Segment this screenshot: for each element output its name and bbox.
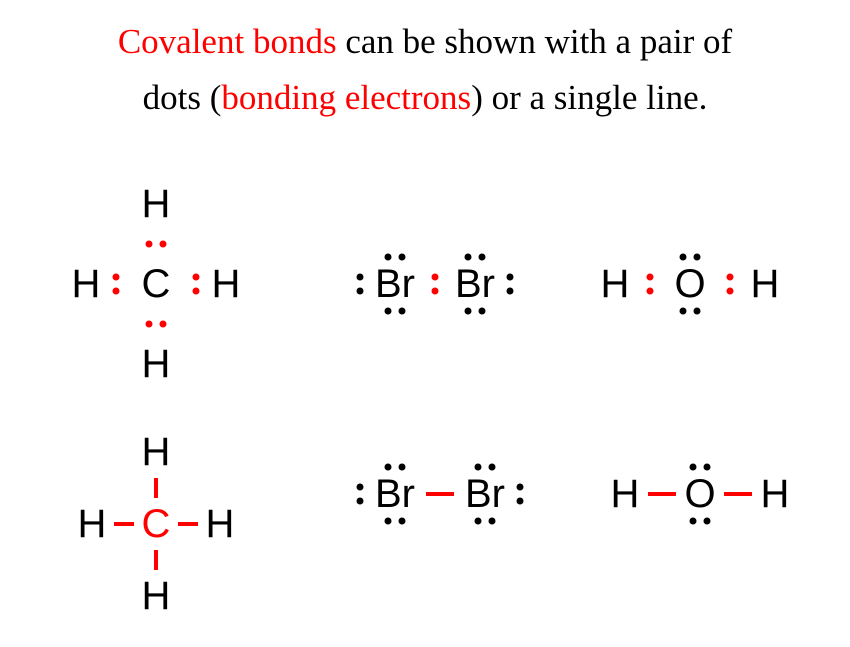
electron-dot	[507, 274, 514, 281]
title-seg-4: bonding electrons	[221, 78, 471, 117]
electron-dot	[727, 274, 734, 281]
electron-dot	[489, 518, 496, 525]
electron-dot	[357, 288, 364, 295]
electron-dot	[680, 308, 687, 315]
electron-dot	[357, 498, 364, 505]
bond-line	[178, 522, 198, 526]
bond-line	[154, 478, 158, 498]
electron-dot	[160, 241, 167, 248]
atom-label: Br	[375, 264, 415, 304]
electron-dot	[489, 464, 496, 471]
electron-dot	[146, 241, 153, 248]
electron-dot	[385, 254, 392, 261]
atom-label: H	[751, 264, 780, 304]
bond-line	[724, 492, 752, 496]
electron-dot	[399, 254, 406, 261]
electron-dot	[694, 254, 701, 261]
atom-label: Br	[375, 474, 415, 514]
atom-label: H	[601, 264, 630, 304]
electron-dot	[113, 288, 120, 295]
electron-dot	[160, 321, 167, 328]
bond-line	[426, 492, 454, 496]
atom-label: H	[212, 264, 241, 304]
electron-dot	[475, 518, 482, 525]
electron-dot	[475, 464, 482, 471]
bond-line	[648, 492, 676, 496]
electron-dot	[680, 254, 687, 261]
electron-dot	[432, 274, 439, 281]
electron-dot	[432, 288, 439, 295]
electron-dot	[385, 518, 392, 525]
title-seg-3: dots (	[143, 78, 222, 117]
electron-dot	[357, 484, 364, 491]
atom-label: C	[142, 264, 171, 304]
bond-line	[154, 550, 158, 570]
electron-dot	[690, 518, 697, 525]
atom-label: H	[142, 344, 171, 384]
electron-dot	[399, 308, 406, 315]
electron-dot	[647, 288, 654, 295]
electron-dot	[465, 254, 472, 261]
atom-label: H	[206, 504, 235, 544]
electron-dot	[113, 274, 120, 281]
electron-dot	[193, 288, 200, 295]
atom-label: Br	[455, 264, 495, 304]
atom-label: O	[674, 264, 705, 304]
atom-label: H	[72, 264, 101, 304]
title-seg-5: ) or a single line.	[471, 78, 707, 117]
electron-dot	[704, 518, 711, 525]
electron-dot	[385, 308, 392, 315]
electron-dot	[399, 518, 406, 525]
atom-label: H	[142, 432, 171, 472]
electron-dot	[399, 464, 406, 471]
atom-label: H	[78, 504, 107, 544]
electron-dot	[146, 321, 153, 328]
atom-label: H	[142, 576, 171, 616]
diagram-stage: HCHHHBrBrHOHHCHHHBrBrHOH	[0, 150, 850, 647]
electron-dot	[193, 274, 200, 281]
electron-dot	[507, 288, 514, 295]
electron-dot	[704, 464, 711, 471]
electron-dot	[690, 464, 697, 471]
atom-label: H	[611, 474, 640, 514]
bond-line	[114, 522, 134, 526]
electron-dot	[647, 274, 654, 281]
atom-label: C	[142, 504, 171, 544]
atom-label: H	[761, 474, 790, 514]
electron-dot	[479, 254, 486, 261]
title-seg-0: Covalent bonds	[118, 22, 337, 61]
atom-label: O	[684, 474, 715, 514]
electron-dot	[517, 498, 524, 505]
electron-dot	[694, 308, 701, 315]
atom-label: H	[142, 184, 171, 224]
electron-dot	[385, 464, 392, 471]
title-text: Covalent bonds can be shown with a pair …	[0, 14, 850, 126]
electron-dot	[479, 308, 486, 315]
electron-dot	[517, 484, 524, 491]
electron-dot	[727, 288, 734, 295]
electron-dot	[465, 308, 472, 315]
title-seg-1: can be shown with a pair of	[337, 22, 733, 61]
atom-label: Br	[465, 474, 505, 514]
electron-dot	[357, 274, 364, 281]
